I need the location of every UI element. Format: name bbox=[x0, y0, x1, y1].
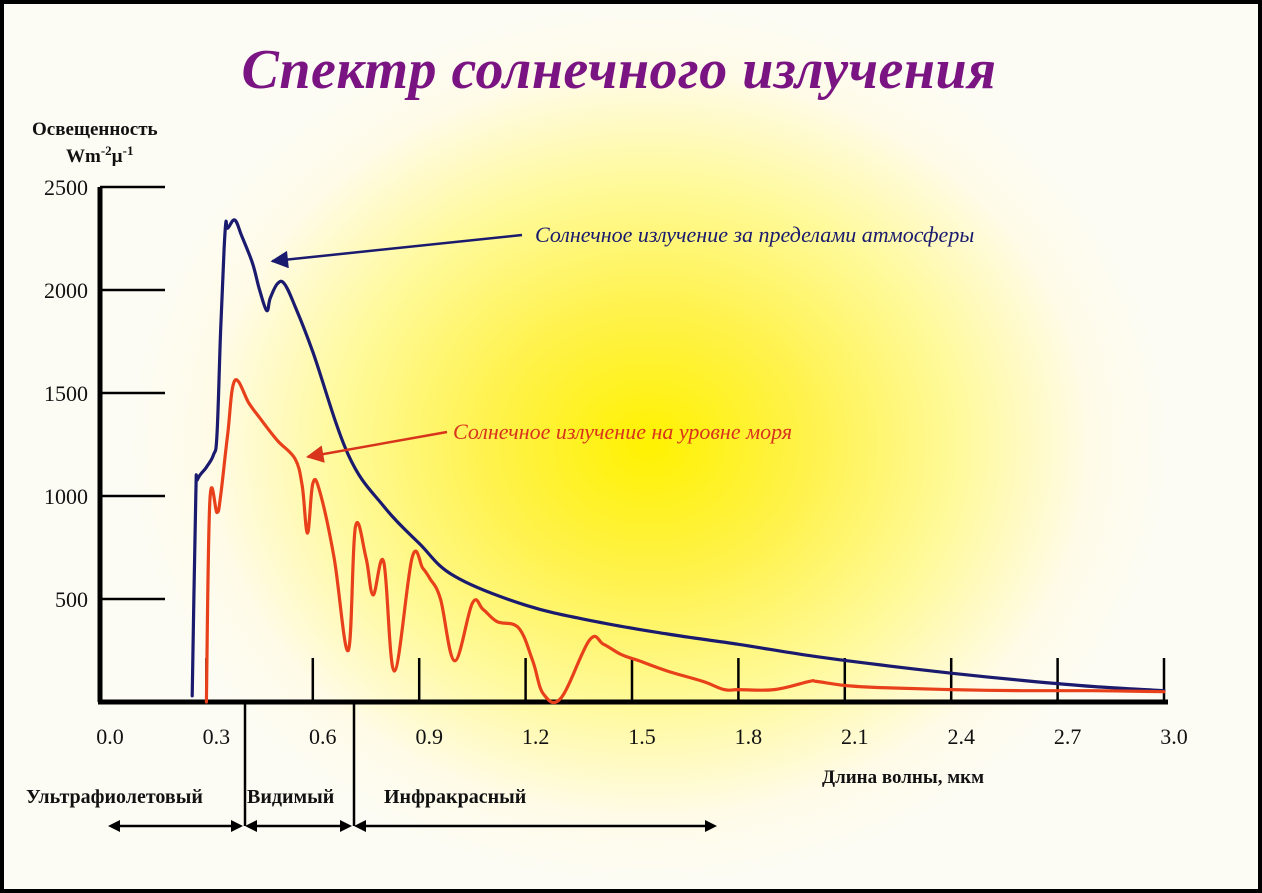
x-tick-label: 1.8 bbox=[735, 724, 763, 749]
y-tick-label: 500 bbox=[55, 587, 88, 612]
annotation-extraterrestrial: Солнечное излучение за пределами атмосфе… bbox=[535, 222, 974, 247]
x-axis-title: Длина волны, мкм bbox=[822, 767, 984, 788]
tick-labels: 2500 2000 1500 1000 500 0.0 0.3 0.6 0.9 1.2 1.5 1.8… bbox=[44, 175, 1188, 749]
sea-level-series-line bbox=[204, 378, 1166, 705]
region-label: Ультрафиолетовый bbox=[26, 786, 203, 808]
axes bbox=[97, 185, 1168, 705]
region-arrow-left bbox=[108, 820, 120, 832]
y-tick-label: 1500 bbox=[44, 381, 88, 406]
slide: Спектр солнечного излучения 2500 2000 1500… bbox=[4, 4, 1258, 889]
x-tick-label: 2.1 bbox=[841, 724, 869, 749]
y-unit-base: Wm bbox=[66, 146, 101, 167]
annotation-arrow-extraterrestrial bbox=[270, 233, 523, 269]
y-unit-mu: µ bbox=[112, 146, 123, 167]
x-tick-label: 0.0 bbox=[96, 724, 124, 749]
spectrum-chart: 2500 2000 1500 1000 500 0.0 0.3 0.6 0.9 1.2 1.5 1.8… bbox=[26, 119, 1188, 832]
y-axis-title-line2: Wm-2µ-1 bbox=[66, 143, 133, 167]
region-arrow-right bbox=[705, 820, 717, 832]
x-tick-label: 1.5 bbox=[628, 724, 656, 749]
y-tick-label: 2000 bbox=[44, 278, 88, 303]
x-tick-label: 2.7 bbox=[1054, 724, 1082, 749]
y-tick-label: 1000 bbox=[44, 484, 88, 509]
annotation-sea-level: Солнечное излучение на уровне моря bbox=[453, 419, 792, 444]
region-arrow-left bbox=[354, 820, 366, 832]
x-tick-label: 1.2 bbox=[522, 724, 550, 749]
regions: Ультрафиолетовый Видимый Инфракрасный bbox=[26, 702, 717, 832]
y-tick-label: 2500 bbox=[44, 175, 88, 200]
region-arrow-left bbox=[245, 820, 257, 832]
x-tick-label: 0.6 bbox=[309, 724, 337, 749]
series-layer bbox=[190, 218, 1166, 705]
region-label: Видимый bbox=[247, 786, 334, 808]
extraterrestrial-series-line bbox=[190, 218, 1166, 698]
region-arrow-right bbox=[231, 820, 243, 832]
region-arrow-right bbox=[340, 820, 352, 832]
region-label: Инфракрасный bbox=[384, 786, 526, 808]
y-axis-title-line1: Освещенность bbox=[32, 119, 158, 140]
annotations: Солнечное излучение за пределами атмосфе… bbox=[270, 222, 974, 463]
x-tick-label: 3.0 bbox=[1160, 724, 1188, 749]
x-tick-label: 0.9 bbox=[415, 724, 443, 749]
annotation-arrow-sea-level bbox=[305, 430, 448, 463]
chart-title: Спектр солнечного излучения bbox=[241, 39, 997, 101]
x-tick-label: 0.3 bbox=[203, 724, 231, 749]
y-unit-sup2: -1 bbox=[123, 143, 134, 158]
y-unit-sup1: -2 bbox=[101, 143, 112, 158]
x-tick-label: 2.4 bbox=[947, 724, 975, 749]
